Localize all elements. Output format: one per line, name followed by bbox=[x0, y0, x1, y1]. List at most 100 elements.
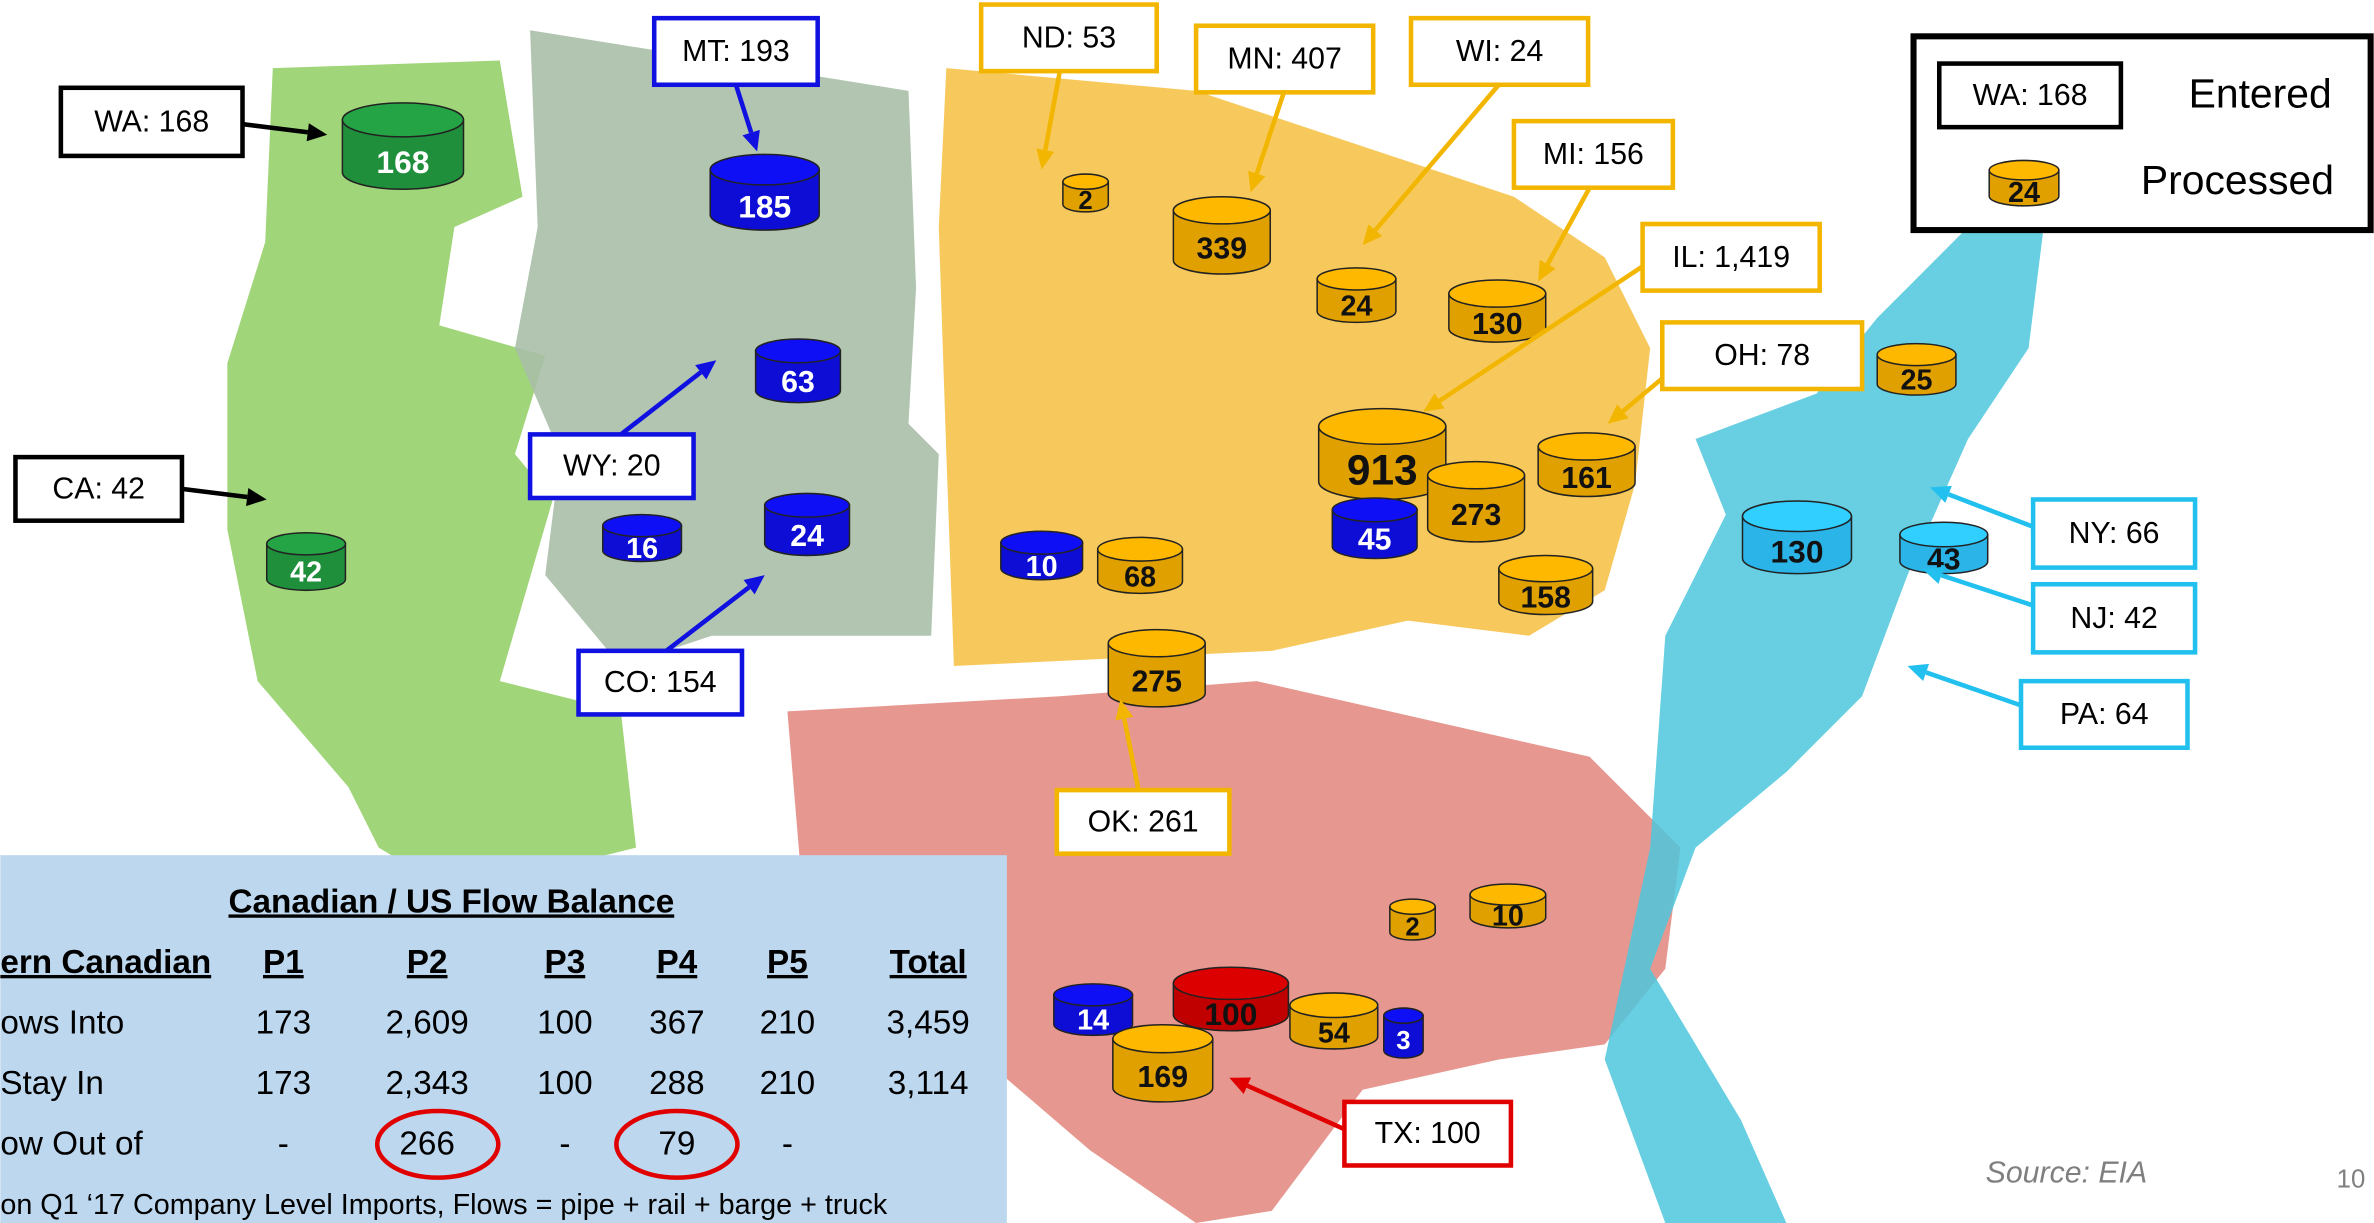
cylinder-label: 68 bbox=[1124, 561, 1156, 593]
table-cell: 100 bbox=[537, 1065, 593, 1102]
cylinder-body bbox=[1741, 515, 1853, 575]
callout-box bbox=[1408, 15, 1591, 88]
cylinder: 273 bbox=[1426, 460, 1526, 543]
page-number: 10 bbox=[2337, 1165, 2366, 1193]
callout-box bbox=[1640, 221, 1822, 293]
cylinder-top bbox=[1498, 554, 1594, 583]
callout: TX: 100 bbox=[1229, 1077, 1514, 1168]
callout-arrow bbox=[242, 121, 309, 135]
cylinder-label: 158 bbox=[1520, 582, 1571, 615]
callout-box bbox=[58, 85, 245, 159]
cylinder-body bbox=[709, 168, 820, 231]
callout: MI: 156 bbox=[1511, 118, 1676, 282]
arrowhead bbox=[743, 575, 765, 595]
legend-processed: Processed bbox=[2141, 157, 2334, 203]
cylinder-body bbox=[1383, 1014, 1424, 1059]
cylinder-label: 273 bbox=[1451, 499, 1502, 532]
cylinder: 185 bbox=[709, 153, 820, 231]
cylinder-top bbox=[1469, 883, 1547, 906]
table-cell: Stay In bbox=[0, 1065, 104, 1102]
callout-arrow bbox=[1925, 670, 2022, 708]
cylinder: 43 bbox=[1899, 521, 1989, 577]
callout: PA: 64 bbox=[1907, 663, 2190, 750]
callout-label: CA: 42 bbox=[52, 472, 145, 505]
callout: NJ: 42 bbox=[1922, 566, 2198, 655]
cylinder: 10 bbox=[1469, 883, 1547, 933]
table-cell: 2,343 bbox=[386, 1065, 469, 1102]
cylinder-body bbox=[1172, 209, 1272, 275]
callout-label: WY: 20 bbox=[563, 450, 661, 483]
table-cell: 367 bbox=[649, 1005, 705, 1042]
callout-box bbox=[2030, 497, 2198, 570]
table-cell: 3,459 bbox=[887, 1005, 970, 1042]
table-cell: - bbox=[559, 1126, 570, 1163]
callout-arrow bbox=[181, 486, 248, 500]
legend-entered-sample-box bbox=[1936, 61, 2124, 130]
callout-arrow bbox=[664, 585, 751, 653]
cylinder: 63 bbox=[754, 338, 842, 404]
callout-arrow bbox=[1373, 83, 1501, 232]
table-cell: 210 bbox=[760, 1005, 816, 1042]
cylinder-label: 913 bbox=[1347, 447, 1418, 494]
callout-arrow bbox=[1438, 264, 1644, 403]
callout-arrow bbox=[1940, 573, 2034, 608]
cylinder-top bbox=[1426, 460, 1526, 490]
cylinder-label: 10 bbox=[1492, 901, 1524, 933]
callout: NY: 66 bbox=[1930, 485, 2198, 570]
callout-label: ND: 53 bbox=[1022, 21, 1116, 54]
table-title: Canadian / US Flow Balance bbox=[229, 883, 675, 920]
callout-label: TX: 100 bbox=[1375, 1117, 1481, 1150]
table-cell: 266 bbox=[399, 1126, 455, 1163]
cylinder-top bbox=[265, 532, 347, 556]
callout-box bbox=[576, 648, 745, 717]
table-header: Total bbox=[890, 944, 967, 981]
cylinder: 68 bbox=[1096, 536, 1184, 595]
arrowhead bbox=[1423, 393, 1445, 412]
cylinder-label: 130 bbox=[1770, 533, 1823, 569]
table-header: P3 bbox=[545, 944, 586, 981]
arrowhead bbox=[1036, 148, 1055, 170]
cylinder-label: 14 bbox=[1077, 1005, 1109, 1037]
callout: MN: 407 bbox=[1193, 23, 1376, 193]
cylinder-label: 25 bbox=[1901, 364, 1933, 396]
cylinder: 275 bbox=[1107, 628, 1206, 708]
arrowhead bbox=[1607, 404, 1629, 424]
table-cell: 3,114 bbox=[888, 1065, 969, 1102]
cylinder: 24 bbox=[1316, 267, 1397, 324]
callout: MT: 193 bbox=[651, 15, 820, 152]
cylinder-label: 169 bbox=[1138, 1061, 1189, 1094]
legend-entered-sample: WA: 168 bbox=[1973, 79, 2088, 112]
cylinder: 161 bbox=[1537, 432, 1636, 498]
arrowhead bbox=[1930, 485, 1952, 503]
callout: WA: 168 bbox=[58, 85, 328, 159]
table-cell: ows Into bbox=[0, 1005, 124, 1042]
cylinder-body bbox=[1316, 278, 1397, 324]
callout-arrow bbox=[1947, 492, 2034, 529]
cylinder-top bbox=[763, 492, 851, 518]
callout: WY: 20 bbox=[527, 360, 717, 501]
cylinder-label: 3 bbox=[1396, 1027, 1410, 1055]
callout-arrow bbox=[1545, 186, 1592, 266]
arrowhead bbox=[1922, 566, 1945, 584]
cylinder: 54 bbox=[1289, 992, 1379, 1050]
cylinder: 2 bbox=[1062, 173, 1110, 215]
table-cell: 173 bbox=[256, 1065, 312, 1102]
cylinder-top bbox=[1289, 992, 1379, 1019]
cylinder-top bbox=[1899, 521, 1989, 548]
table-cell: 210 bbox=[760, 1065, 816, 1102]
cylinder: 25 bbox=[1876, 342, 1957, 396]
callout-label: NJ: 42 bbox=[2070, 602, 2157, 635]
cylinder-label: 10 bbox=[1026, 551, 1058, 583]
arrowhead bbox=[306, 123, 328, 142]
cylinder: 3 bbox=[1383, 1007, 1424, 1059]
callout-label: IL: 1,419 bbox=[1672, 241, 1790, 274]
cylinder-top bbox=[601, 513, 683, 538]
cylinder-body bbox=[1107, 642, 1206, 708]
callout-box bbox=[527, 432, 696, 501]
arrowhead bbox=[246, 488, 267, 507]
cylinder-top bbox=[1317, 407, 1447, 446]
callout-label: OH: 78 bbox=[1714, 339, 1810, 372]
cylinder: 24 bbox=[1988, 159, 2060, 209]
cylinder-top bbox=[1062, 173, 1110, 190]
cylinder-top bbox=[754, 338, 842, 364]
